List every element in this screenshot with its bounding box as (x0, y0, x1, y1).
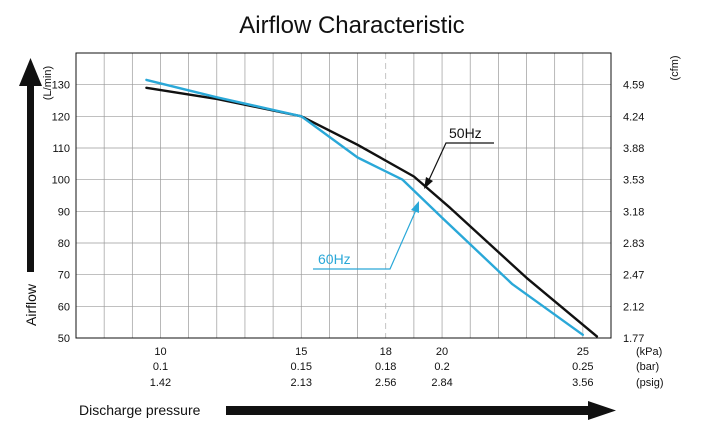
series-line-50hz (145, 86, 599, 338)
x-unit-kpa: (kPa) (636, 346, 662, 358)
y-unit-left: (L/min) (42, 66, 54, 100)
x-axis-arrow (226, 401, 616, 420)
y-axis-label: Airflow (23, 283, 39, 326)
y-tick-label-right: 2.12 (623, 301, 644, 313)
x-arrow-head (588, 401, 616, 420)
x-tick-label-psig: 2.84 (431, 377, 452, 389)
x-tick-label-psig: 3.56 (572, 377, 593, 389)
x-tick-label-bar: 0.15 (291, 361, 312, 373)
y-arrow-head (19, 58, 42, 86)
x-axis-ticks: 10 0.1 1.42 15 0.15 2.13 18 0.18 2.56 20 0.2 2.84 25… (150, 346, 594, 389)
x-unit-bar: (bar) (636, 361, 659, 373)
leader-60hz-arrowhead (411, 201, 419, 213)
x-tick-label-kpa: 25 (577, 346, 589, 358)
y-tick-label-right: 1.77 (623, 333, 644, 345)
x-tick-label-psig: 2.56 (375, 377, 396, 389)
x-unit-psig: (psig) (636, 377, 664, 389)
leader-50hz (427, 142, 494, 183)
y-tick-label-left: 120 (52, 111, 70, 123)
y-tick-label-left: 60 (58, 301, 70, 313)
x-tick-label-psig: 2.13 (291, 377, 312, 389)
y-tick-label-left: 90 (58, 206, 70, 218)
y-tick-label-right: 4.24 (623, 111, 644, 123)
plot-frame (75, 52, 612, 339)
y-tick-label-right: 2.83 (623, 238, 644, 250)
grid (76, 53, 611, 339)
annotation-60hz: 60Hz (313, 201, 419, 270)
x-tick-label-kpa: 10 (154, 346, 166, 358)
y-tick-label-right: 4.59 (623, 80, 644, 92)
x-tick-label-bar: 0.18 (375, 361, 396, 373)
x-axis-label: Discharge pressure (79, 402, 201, 418)
y-tick-label-left: 130 (52, 80, 70, 92)
x-tick-label-psig: 1.42 (150, 377, 171, 389)
y-axis-right-ticks: 1.77 2.12 2.47 2.83 3.18 3.53 3.88 4.24 4.59 (623, 80, 644, 345)
x-tick-label-kpa: 20 (436, 346, 448, 358)
x-tick-label-bar: 0.1 (153, 361, 168, 373)
y-tick-label-right: 3.53 (623, 175, 644, 187)
label-50hz: 50Hz (449, 125, 482, 141)
series-line-60hz (145, 78, 584, 336)
y-tick-label-left: 80 (58, 238, 70, 250)
y-tick-label-right: 2.47 (623, 270, 644, 282)
x-tick-label-bar: 0.25 (572, 361, 593, 373)
y-axis-left-ticks: 50 60 70 80 90 100 110 120 130 (52, 80, 70, 345)
leader-50hz-arrowhead (424, 177, 433, 189)
x-tick-label-kpa: 15 (295, 346, 307, 358)
y-tick-label-left: 50 (58, 333, 70, 345)
y-arrow-shaft (27, 84, 34, 272)
y-tick-label-left: 70 (58, 270, 70, 282)
y-tick-label-left: 110 (52, 143, 70, 155)
x-tick-label-kpa: 18 (380, 346, 392, 358)
annotation-50hz: 50Hz (424, 125, 494, 189)
chart-title: Airflow Characteristic (239, 12, 464, 39)
y-unit-right: (cfm) (669, 55, 681, 80)
x-arrow-shaft (226, 406, 591, 415)
y-axis-arrow (19, 58, 42, 272)
series-lines (145, 78, 599, 338)
y-tick-label-left: 100 (52, 175, 70, 187)
leader-60hz (313, 209, 417, 270)
label-60hz: 60Hz (318, 251, 351, 267)
y-tick-label-right: 3.88 (623, 143, 644, 155)
y-tick-label-right: 3.18 (623, 206, 644, 218)
x-tick-label-bar: 0.2 (434, 361, 449, 373)
